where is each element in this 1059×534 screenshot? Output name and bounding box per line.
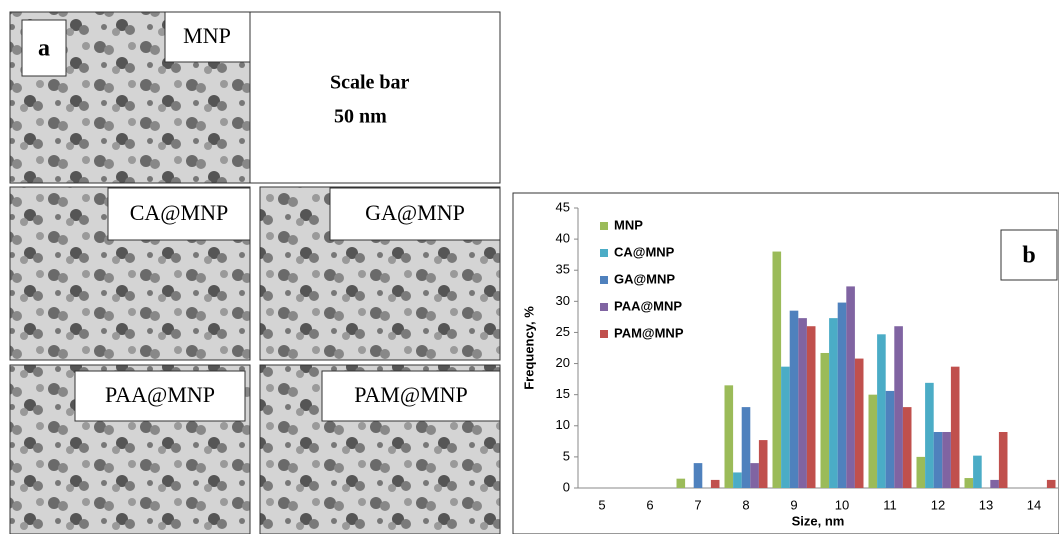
bar [773,252,782,488]
bar [925,383,934,488]
y-tick-label: 25 [556,324,570,339]
y-tick-label: 35 [556,262,570,277]
x-axis-label: Size, nm [792,513,845,528]
image-label: MNP [183,23,231,48]
bar [711,480,720,488]
image-label: PAM@MNP [354,382,468,407]
bar [846,286,855,488]
x-tick-label: 14 [1027,497,1041,512]
image-label: GA@MNP [365,200,465,225]
bar [942,432,951,488]
bar [894,326,903,488]
bar [694,463,703,488]
y-tick-label: 5 [563,448,570,463]
bar [821,353,830,488]
bar [677,479,686,488]
bar [951,367,960,488]
x-tick-label: 5 [598,497,605,512]
y-tick-label: 40 [556,231,570,246]
x-tick-label: 11 [883,497,897,512]
legend-label: GA@MNP [614,271,675,286]
bar [790,311,799,488]
bar [999,432,1008,488]
legend-swatch [600,330,608,338]
y-tick-label: 45 [556,199,570,214]
bar [725,385,734,488]
panel-a [10,12,500,534]
legend-swatch [600,249,608,257]
x-tick-label: 12 [931,497,945,512]
figure: a MNP CA@MNP GA@MNP PAA@MNP PAM@MNP Scal… [0,0,1059,534]
bar [759,440,768,488]
legend-label: CA@MNP [614,244,675,259]
bar [750,463,759,488]
y-tick-label: 20 [556,355,570,370]
bar [877,334,886,488]
y-axis-label: Frequency, % [521,306,536,390]
legend-swatch [600,276,608,284]
bar [742,407,751,488]
note-box [250,12,500,183]
x-tick-label: 9 [790,497,797,512]
legend-label: MNP [614,217,643,232]
bar [781,367,790,488]
legend-swatch [600,303,608,311]
y-tick-label: 30 [556,293,570,308]
bar [886,391,895,488]
bar [838,303,847,488]
panel-label: b [1022,243,1035,269]
y-tick-label: 0 [563,479,570,494]
y-tick-label: 10 [556,417,570,432]
image-label: PAA@MNP [105,382,215,407]
legend-label: PAA@MNP [614,298,682,313]
bar [903,407,912,488]
y-tick-label: 15 [556,386,570,401]
panel-label: a [38,36,50,62]
scale-note: Scale bar [330,72,410,94]
bar [965,478,974,488]
scale-note: 50 nm [334,106,387,128]
legend-swatch [600,222,608,230]
bar [855,359,864,488]
x-tick-label: 10 [835,497,849,512]
bar [973,456,982,488]
legend-label: PAM@MNP [614,325,684,340]
bar [1047,480,1056,488]
x-tick-label: 8 [742,497,749,512]
x-tick-label: 7 [694,497,701,512]
bar [807,326,816,488]
bar [869,395,878,488]
bar [934,432,943,488]
bar [829,318,838,488]
bar [733,472,742,488]
bar [798,318,807,488]
x-tick-label: 6 [646,497,653,512]
x-tick-label: 13 [979,497,993,512]
bar [990,480,999,488]
bar [917,457,926,488]
image-label: CA@MNP [130,200,229,225]
